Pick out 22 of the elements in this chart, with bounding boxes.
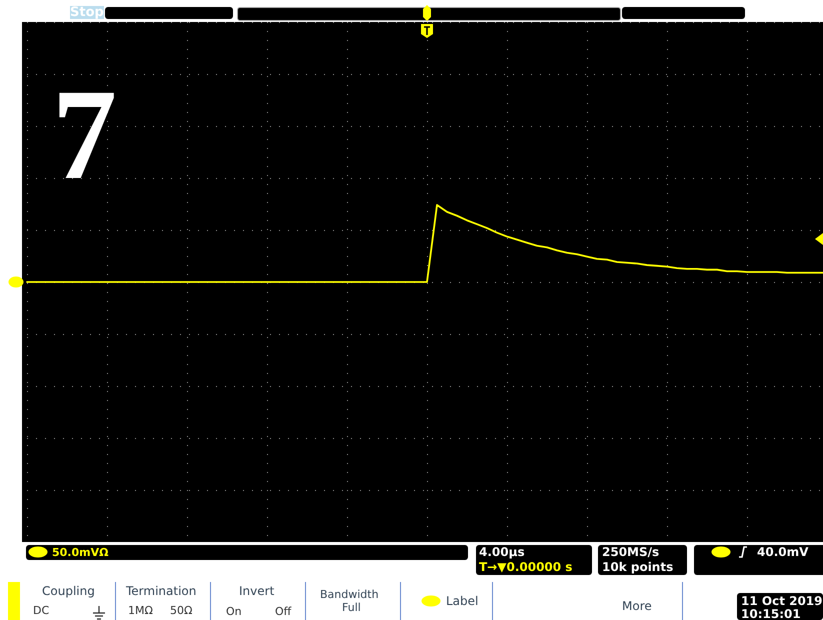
text: 50Ω [170, 604, 192, 617]
text: Termination [126, 584, 196, 598]
text: Coupling [42, 584, 95, 598]
text: 1MΩ [128, 604, 153, 617]
text: 250MS/s [602, 545, 660, 559]
text: Bandwidth [320, 588, 379, 601]
text: Stop [70, 5, 104, 20]
text: 10k points [602, 560, 674, 574]
text: On [226, 605, 242, 618]
text: Full [342, 601, 361, 614]
text: Off [275, 605, 292, 618]
text: T→▼0.00000 s [479, 560, 572, 574]
text: DC [33, 604, 50, 617]
text: 10:15:01 [741, 607, 801, 620]
text: Invert [239, 584, 274, 598]
text: Label [446, 594, 478, 608]
text: 11 Oct 2019 [741, 594, 823, 608]
text: More [622, 599, 652, 613]
text: 50.0mVΩ [52, 546, 108, 559]
text: 40.0mV [757, 545, 808, 559]
text: 4.00µs [479, 545, 525, 559]
annotation: 7 [52, 63, 117, 207]
